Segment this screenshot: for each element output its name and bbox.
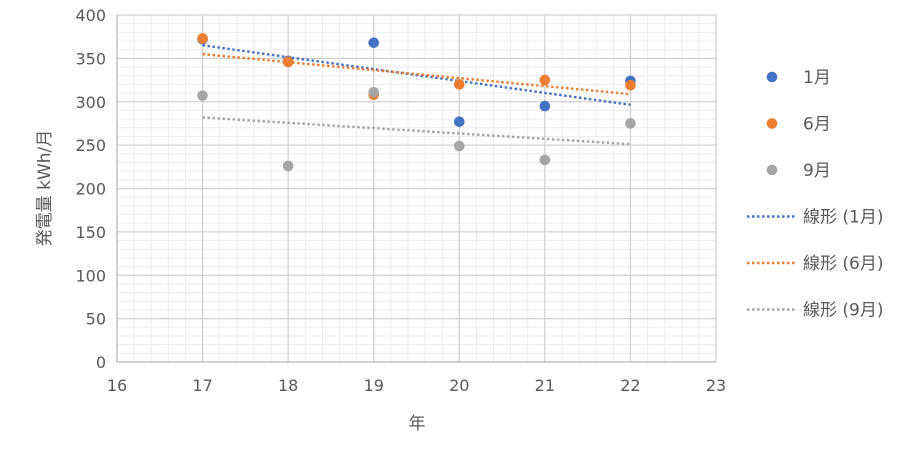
y-tick-labels: 0 50 100 150 200 250 300 350 400 (75, 6, 106, 372)
x-tick-label: 16 (107, 376, 127, 395)
x-tick-label: 20 (449, 376, 469, 395)
legend-label: 線形 (9月) (803, 301, 883, 321)
axes (116, 15, 716, 363)
data-point (453, 140, 465, 152)
legend-label: 6月 (803, 115, 831, 135)
y-tick-label: 50 (86, 310, 106, 329)
x-tick-label: 17 (192, 376, 212, 395)
y-tick-label: 300 (75, 93, 106, 112)
data-point (197, 90, 208, 101)
x-tick-label: 21 (535, 376, 555, 395)
x-tick-labels: 16 17 18 19 20 21 22 23 (107, 376, 726, 395)
trendline (202, 116, 631, 146)
x-tick-label: 23 (706, 376, 726, 395)
data-point (625, 79, 636, 91)
data-point (453, 116, 465, 128)
data-point (539, 154, 551, 166)
y-tick-label: 400 (75, 6, 106, 25)
legend-label: 線形 (1月) (803, 208, 883, 228)
y-axis-label: 発電量 kWh/月 (35, 130, 55, 247)
x-tick-label: 18 (278, 376, 298, 395)
x-tick-label: 19 (364, 376, 384, 395)
y-tick-label: 100 (75, 266, 106, 285)
legend-marker (766, 164, 778, 176)
legend-label: 9月 (803, 161, 831, 181)
trendline (202, 52, 631, 96)
data-point (453, 79, 465, 90)
data-points (197, 33, 636, 172)
data-point (282, 160, 294, 172)
data-point (625, 118, 636, 129)
data-point (368, 86, 380, 98)
legend-marker (766, 118, 778, 129)
data-point (282, 56, 294, 68)
y-tick-label: 350 (75, 49, 106, 68)
y-tick-label: 250 (75, 136, 106, 155)
legend-label: 1月 (803, 68, 831, 88)
data-point (539, 100, 551, 112)
x-tick-label: 22 (620, 376, 640, 395)
y-tick-label: 200 (75, 180, 106, 199)
legend-label: 線形 (6月) (803, 254, 883, 274)
trendline (202, 44, 631, 106)
y-tick-label: 0 (96, 353, 106, 372)
x-axis-label: 年 (409, 414, 426, 434)
data-point (197, 33, 208, 44)
data-point (539, 74, 551, 86)
trendlines (202, 44, 631, 146)
y-tick-label: 150 (75, 223, 106, 242)
data-point (368, 37, 380, 49)
legend-marker (766, 71, 778, 83)
